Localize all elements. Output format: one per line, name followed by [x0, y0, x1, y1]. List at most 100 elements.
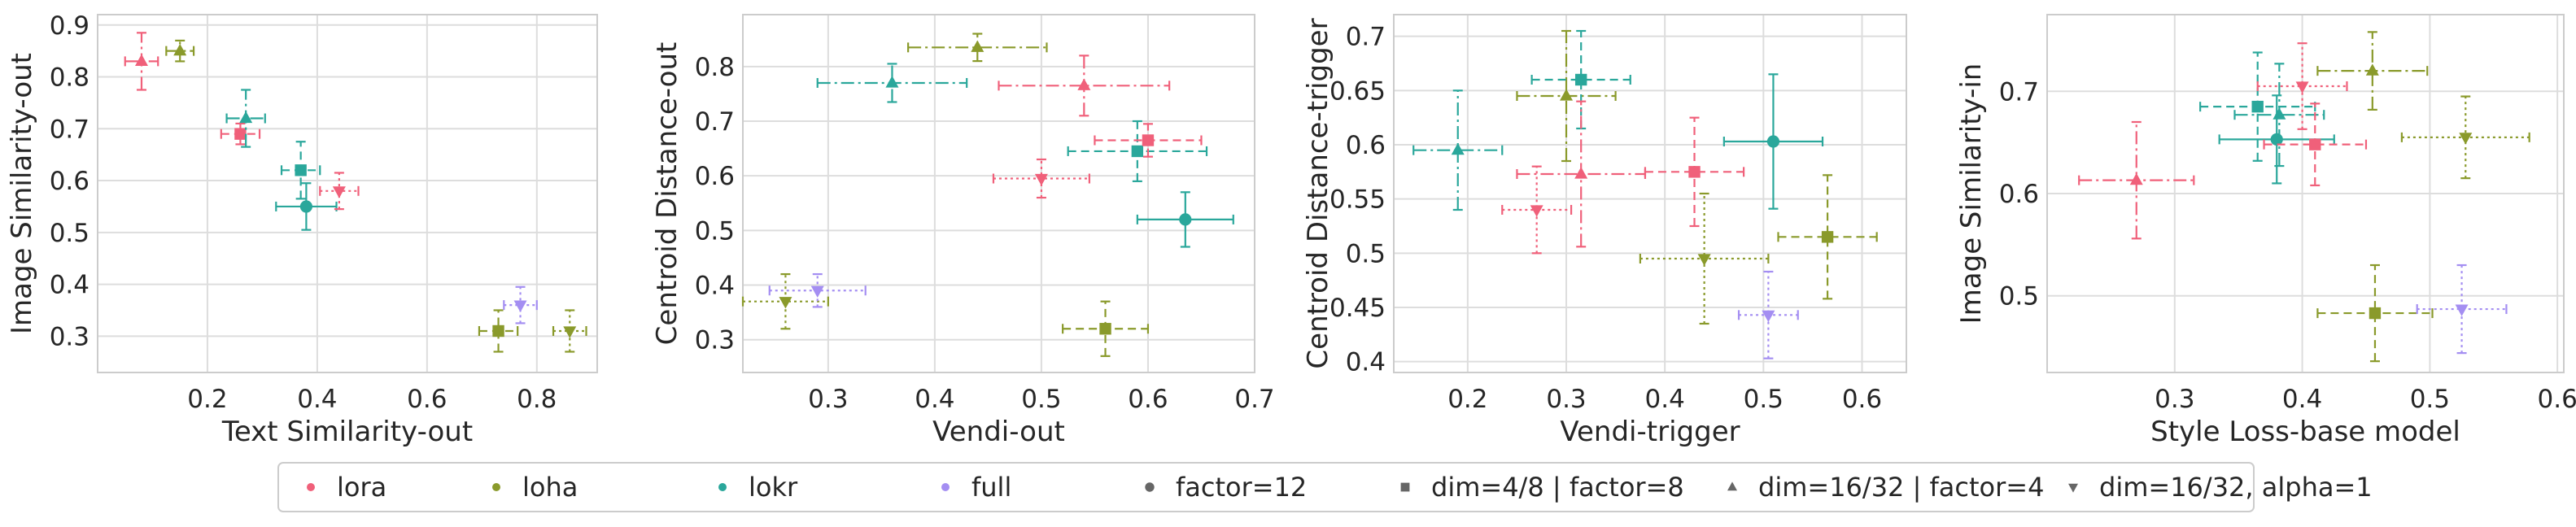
data-point-full [768, 272, 867, 308]
square-marker [1099, 323, 1111, 335]
triangle-up-marker [134, 54, 148, 66]
x-axis-label: Text Similarity-out [221, 416, 473, 448]
y-tick-label: 0.7 [695, 107, 735, 137]
legend-label: dim=16/32, alpha=1 [2099, 472, 2373, 503]
data-point-full [2416, 264, 2508, 355]
plot-frame [2046, 14, 2565, 373]
data-point-loha [1777, 174, 1878, 300]
x-tick-label: 0.4 [297, 385, 337, 414]
triangle-up-marker [2365, 63, 2379, 76]
triangle-down-marker [779, 297, 792, 309]
y-tick-label: 0.5 [50, 219, 90, 248]
y-tick-label: 0.6 [695, 162, 735, 191]
data-point-lora [2078, 120, 2195, 240]
y-tick-label: 0.9 [50, 11, 90, 41]
square-marker [234, 128, 247, 140]
x-tick-label: 0.3 [1546, 385, 1586, 414]
x-axis-label: Style Loss-base model [2150, 416, 2460, 448]
legend-swatch [718, 483, 727, 491]
x-tick-label: 0.4 [2282, 385, 2322, 414]
triangle-up-marker [971, 40, 985, 52]
triangle-up-marker [1574, 167, 1588, 179]
square-marker [1574, 73, 1587, 86]
legend-label: lora [337, 472, 386, 503]
legend-label: factor=12 [1176, 472, 1307, 503]
x-axis-label: Vendi-out [932, 416, 1065, 448]
data-point-loha [2400, 95, 2530, 180]
plot-area [1394, 15, 1906, 372]
square-marker [1142, 134, 1155, 146]
y-tick-label: 0.5 [1346, 239, 1386, 268]
data-point-lora [124, 32, 159, 91]
data-point-full [503, 285, 538, 324]
y-tick-label: 0.8 [50, 63, 90, 93]
triangle-down-marker [2455, 304, 2469, 316]
y-tick-label: 0.3 [695, 326, 735, 355]
legend-item: factor=12 [1145, 472, 1307, 503]
circle-marker [299, 200, 312, 213]
data-point-lokr [280, 141, 321, 200]
data-point-lora [1516, 100, 1647, 248]
triangle-up-marker [1451, 142, 1465, 155]
y-tick-label: 0.4 [1346, 348, 1386, 377]
data-point-loha [741, 272, 829, 330]
x-tick-label: 0.3 [808, 385, 848, 414]
data-point-loha [1062, 300, 1150, 357]
y-tick-label: 0.55 [1329, 185, 1386, 215]
data-point-lokr [2233, 63, 2325, 168]
x-tick-label: 0.5 [1744, 385, 1784, 414]
data-point-lora [220, 122, 261, 146]
y-tick-label: 0.7 [1999, 77, 2039, 107]
x-tick-label: 0.2 [187, 385, 227, 414]
y-tick-label: 0.5 [1999, 282, 2039, 311]
data-point-loha [1639, 192, 1770, 325]
plot-area [98, 15, 597, 372]
plot-area [743, 15, 1255, 372]
legend-item: dim=16/32 | factor=4 [1727, 472, 2044, 503]
square-marker [1688, 166, 1701, 178]
triangle-down-marker [1697, 254, 1711, 266]
x-tick-label: 0.3 [2155, 385, 2194, 414]
data-point-lora [319, 172, 360, 211]
square-marker [2369, 307, 2382, 320]
data-point-lokr [1412, 89, 1504, 211]
legend-item: lokr [718, 472, 798, 503]
triangle-down-marker [810, 285, 824, 298]
data-point-full [1737, 270, 1799, 359]
y-tick-label: 0.7 [50, 115, 90, 144]
data-point-loha [1516, 29, 1617, 163]
data-point-lora [2256, 42, 2348, 130]
legend-label: dim=4/8 | factor=8 [1431, 472, 1684, 503]
x-tick-label: 0.4 [1645, 385, 1685, 414]
data-point-lokr [225, 89, 266, 148]
legend-triangle-up-marker [1727, 481, 1737, 491]
legend-circle-marker [1145, 482, 1155, 492]
data-point-loha [907, 33, 1048, 63]
plot-frame [97, 14, 598, 373]
triangle-down-marker [2295, 81, 2309, 94]
data-point-loha [2316, 264, 2434, 363]
x-tick-label: 0.8 [517, 385, 557, 414]
square-marker [2251, 100, 2264, 113]
legend: lora loha lokr full factor=12 dim=4/8 | facto… [277, 462, 2373, 512]
data-point-lokr [1136, 191, 1234, 248]
data-point-lokr [1530, 29, 1631, 130]
legend-label: lokr [749, 472, 798, 503]
legend-label: dim=16/32 | factor=4 [1758, 472, 2044, 503]
data-point-lokr [1067, 120, 1208, 182]
x-tick-label: 0.5 [1021, 385, 1061, 414]
triangle-down-marker [1530, 205, 1543, 217]
data-point-lora [998, 54, 1171, 117]
x-tick-label: 0.2 [1447, 385, 1487, 414]
y-tick-label: 0.5 [695, 216, 735, 246]
data-point-lora [1094, 123, 1203, 158]
data-point-lora [992, 158, 1090, 199]
circle-marker [1179, 213, 1192, 226]
triangle-down-marker [513, 300, 527, 312]
chart-panel-1: 0.2 0.4 0.6 0.8 0.3 0.4 0.5 0.6 0.7 0.8 0.9 Text Si… [6, 11, 598, 448]
y-tick-label: 0.45 [1329, 294, 1386, 323]
legend-triangle-down-marker [2068, 483, 2078, 493]
y-tick-label: 0.3 [50, 322, 90, 351]
square-marker [1131, 145, 1144, 158]
